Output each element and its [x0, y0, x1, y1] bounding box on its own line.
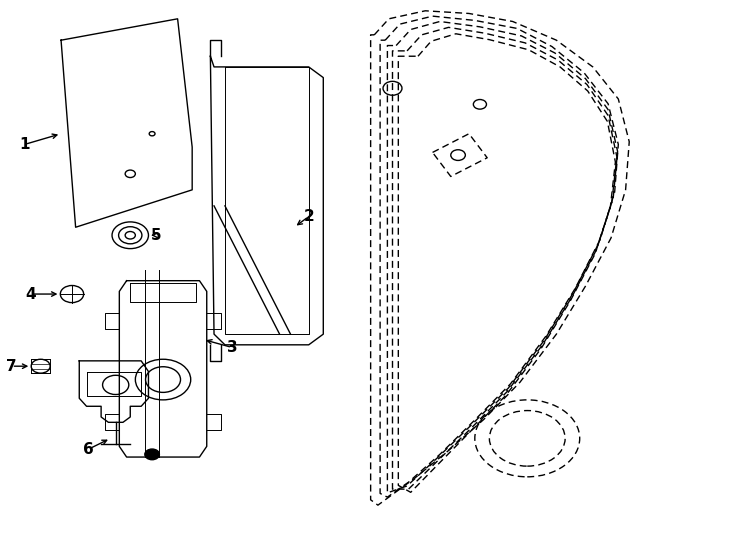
Circle shape	[145, 449, 159, 460]
Text: 1: 1	[19, 137, 30, 152]
Text: 4: 4	[25, 287, 36, 301]
Text: 6: 6	[84, 442, 94, 456]
Text: 3: 3	[227, 340, 238, 355]
Text: 2: 2	[303, 209, 314, 224]
Text: 7: 7	[6, 359, 17, 374]
Text: 5: 5	[150, 228, 161, 243]
